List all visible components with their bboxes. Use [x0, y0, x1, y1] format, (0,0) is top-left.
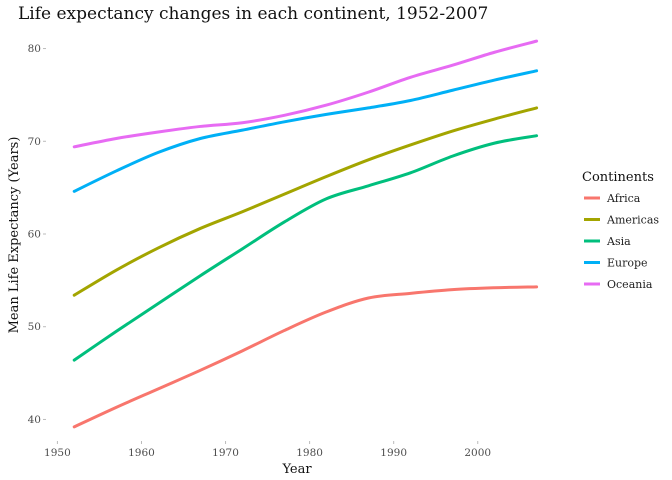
x-tick-label: 1950	[44, 447, 71, 459]
y-tick-label: 50	[28, 321, 41, 333]
series-line-europe	[72, 69, 539, 193]
x-tick-label: 2000	[464, 447, 491, 459]
series-lines	[72, 39, 539, 429]
legend: Continents Africa Americas Asia Europe Ocean…	[582, 170, 659, 291]
y-axis-ticks: 40 50 60 70 80	[28, 43, 46, 426]
x-tick-label: 1960	[128, 447, 155, 459]
legend-label-americas: Americas	[606, 214, 659, 227]
series-line-oceania	[72, 39, 539, 149]
legend-title: Continents	[582, 170, 654, 185]
series-line-asia	[72, 134, 539, 362]
series-line-africa	[72, 285, 539, 429]
y-axis-label: Mean Life Expectancy (Years)	[7, 137, 22, 334]
x-tick-label: 1990	[380, 447, 407, 459]
y-tick-label: 70	[28, 136, 41, 148]
y-tick-label: 80	[28, 43, 41, 55]
legend-items: Africa Americas Asia Europe Oceania	[584, 192, 659, 291]
legend-label-asia: Asia	[606, 235, 631, 248]
plot-area: 40 50 60 70 80 1950 1960 1970 1980 1990 2000	[28, 39, 539, 459]
x-axis-label: Year	[281, 462, 312, 477]
y-tick-label: 60	[28, 229, 41, 241]
legend-label-europe: Europe	[607, 257, 648, 270]
y-tick-label: 40	[28, 414, 41, 426]
legend-label-africa: Africa	[606, 192, 641, 205]
x-axis-ticks: 1950 1960 1970 1980 1990 2000	[44, 441, 491, 459]
legend-label-oceania: Oceania	[607, 278, 653, 291]
x-tick-label: 1980	[296, 447, 323, 459]
chart-title: Life expectancy changes in each continen…	[18, 4, 488, 24]
x-tick-label: 1970	[212, 447, 239, 459]
series-line-americas	[72, 106, 539, 297]
